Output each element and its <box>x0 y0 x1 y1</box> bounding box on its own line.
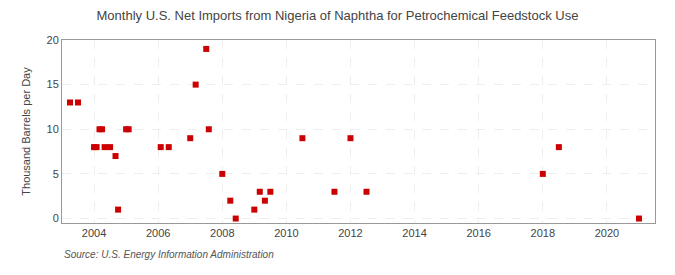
svg-text:Monthly U.S. Net Imports from: Monthly U.S. Net Imports from Nigeria of… <box>97 8 579 23</box>
svg-text:0: 0 <box>53 212 59 224</box>
svg-text:5: 5 <box>53 168 59 180</box>
svg-text:Thousand Barrels per Day: Thousand Barrels per Day <box>20 67 32 196</box>
svg-text:2010: 2010 <box>274 227 298 239</box>
svg-text:20: 20 <box>47 34 59 46</box>
svg-text:10: 10 <box>47 123 59 135</box>
svg-text:2008: 2008 <box>210 227 234 239</box>
svg-text:Source: U.S. Energy Informatio: Source: U.S. Energy Information Administ… <box>64 249 274 260</box>
svg-text:2016: 2016 <box>466 227 490 239</box>
svg-text:2004: 2004 <box>82 227 106 239</box>
svg-text:2014: 2014 <box>402 227 426 239</box>
svg-text:2006: 2006 <box>146 227 170 239</box>
svg-text:15: 15 <box>47 78 59 90</box>
svg-text:2012: 2012 <box>338 227 362 239</box>
svg-text:2018: 2018 <box>531 227 555 239</box>
svg-text:2020: 2020 <box>595 227 619 239</box>
